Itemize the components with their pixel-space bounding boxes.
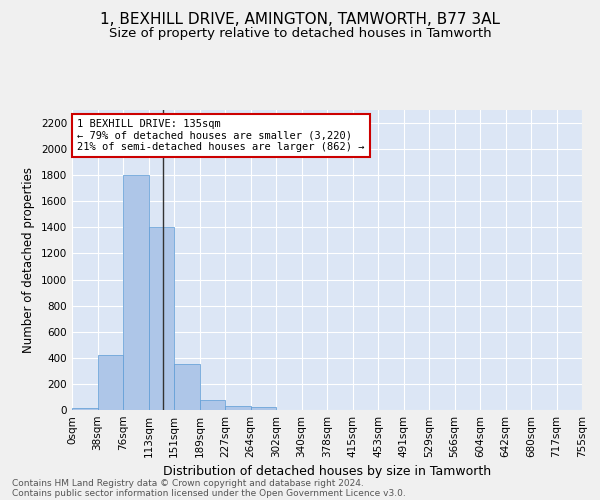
Text: 1 BEXHILL DRIVE: 135sqm
← 79% of detached houses are smaller (3,220)
21% of semi: 1 BEXHILL DRIVE: 135sqm ← 79% of detache… (77, 119, 365, 152)
Bar (149, 228, 174, 410)
Bar (123, 175, 149, 410)
Text: Contains public sector information licensed under the Open Government Licence v3: Contains public sector information licen… (12, 488, 406, 498)
Text: 1, BEXHILL DRIVE, AMINGTON, TAMWORTH, B77 3AL: 1, BEXHILL DRIVE, AMINGTON, TAMWORTH, B7… (100, 12, 500, 28)
Bar (174, 364, 199, 410)
X-axis label: Distribution of detached houses by size in Tamworth: Distribution of detached houses by size … (163, 466, 491, 478)
Bar (97, 355, 123, 410)
Text: Contains HM Land Registry data © Crown copyright and database right 2024.: Contains HM Land Registry data © Crown c… (12, 478, 364, 488)
Bar (199, 400, 225, 410)
Bar (72, 408, 97, 410)
Bar (225, 406, 251, 410)
Text: Size of property relative to detached houses in Tamworth: Size of property relative to detached ho… (109, 28, 491, 40)
Y-axis label: Number of detached properties: Number of detached properties (22, 167, 35, 353)
Bar (251, 408, 276, 410)
